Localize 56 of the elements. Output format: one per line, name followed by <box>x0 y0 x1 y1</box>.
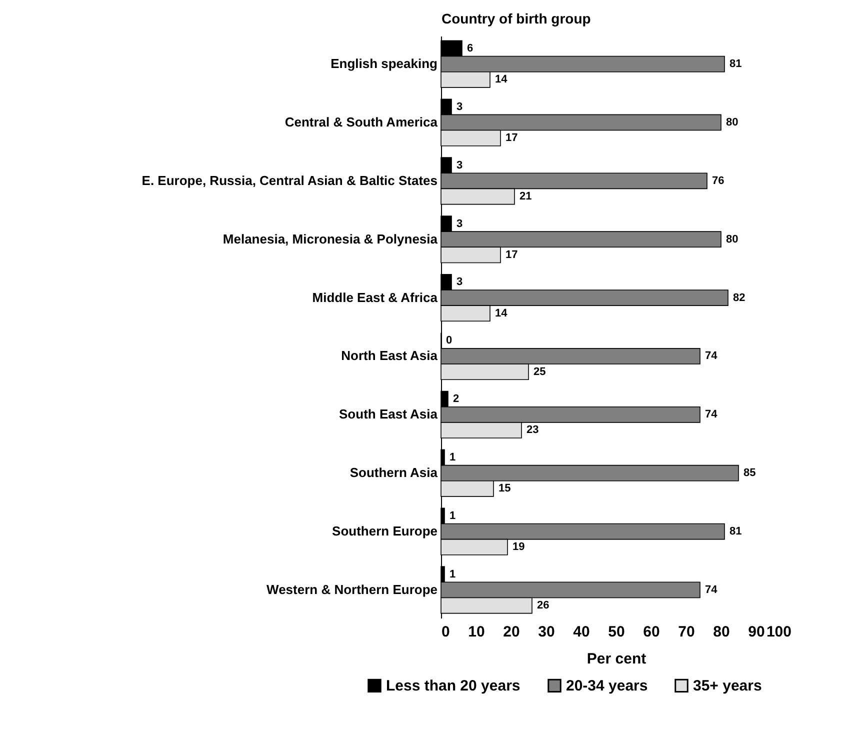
data-label: 19 <box>512 541 525 554</box>
data-label: 85 <box>744 467 756 480</box>
data-label: 81 <box>730 526 742 538</box>
y-tick-label: Melanesia, Micronesia & Polynesia <box>222 231 438 246</box>
x-tick-label: 100 <box>766 624 792 640</box>
data-label: 14 <box>495 307 508 320</box>
y-tick-label: Middle East & Africa <box>312 290 438 305</box>
x-tick-label: 30 <box>538 624 555 640</box>
data-label: 74 <box>705 584 718 596</box>
x-tick-label: 70 <box>678 624 695 640</box>
data-label: 6 <box>467 42 474 54</box>
y-tick-label: Southern Asia <box>350 465 438 480</box>
x-tick-label: 90 <box>748 624 765 640</box>
x-axis-title: Per cent <box>586 650 646 668</box>
data-label: 80 <box>726 233 738 246</box>
y-tick-label: Southern Europe <box>332 524 438 539</box>
data-label: 21 <box>520 190 532 202</box>
x-tick-label: 0 <box>442 624 450 640</box>
data-label: 1 <box>450 510 456 522</box>
legend-label: 20-34 years <box>566 678 648 695</box>
data-label: 76 <box>712 174 724 187</box>
y-tick-label: English speaking <box>330 56 438 72</box>
y-tick-label: E. Europe, Russia, Central Asian & Baltic States <box>142 172 438 188</box>
legend-label: 35+ years <box>693 678 762 695</box>
data-label: 25 <box>534 366 546 378</box>
data-label: 14 <box>495 74 508 86</box>
x-tick-label: 40 <box>573 624 590 640</box>
data-label: 3 <box>456 100 463 113</box>
x-tick-label: 60 <box>643 624 660 640</box>
x-tick-label: 20 <box>503 624 520 640</box>
data-label: 81 <box>730 58 742 70</box>
legend-label: Less than 20 years <box>386 678 520 695</box>
data-label: 3 <box>456 159 463 172</box>
y-tick-label: Central & South America <box>284 114 438 130</box>
data-label: 74 <box>705 350 718 362</box>
data-label: 82 <box>733 292 746 304</box>
data-label: 1 <box>450 452 456 464</box>
data-label: 17 <box>506 132 518 144</box>
y-tick-label: North East Asia <box>341 348 438 364</box>
y-tick-label: South East Asia <box>339 406 438 422</box>
data-label: 23 <box>526 424 539 436</box>
data-label: 17 <box>506 248 518 261</box>
x-tick-label: 10 <box>468 624 485 640</box>
y-axis-title: Country of birth group <box>442 10 591 26</box>
data-label: 1 <box>450 568 456 580</box>
data-label: 3 <box>456 276 463 288</box>
data-label: 80 <box>726 116 738 128</box>
y-tick-label: Western & Northern Europe <box>266 582 438 597</box>
x-tick-label: 80 <box>713 624 730 640</box>
data-label: 15 <box>498 482 511 495</box>
data-label: 3 <box>456 218 463 230</box>
x-tick-label: 50 <box>608 624 625 640</box>
data-label: 0 <box>446 334 452 347</box>
data-label: 2 <box>453 393 460 406</box>
data-label: 74 <box>705 408 718 421</box>
data-label: 26 <box>537 600 550 612</box>
